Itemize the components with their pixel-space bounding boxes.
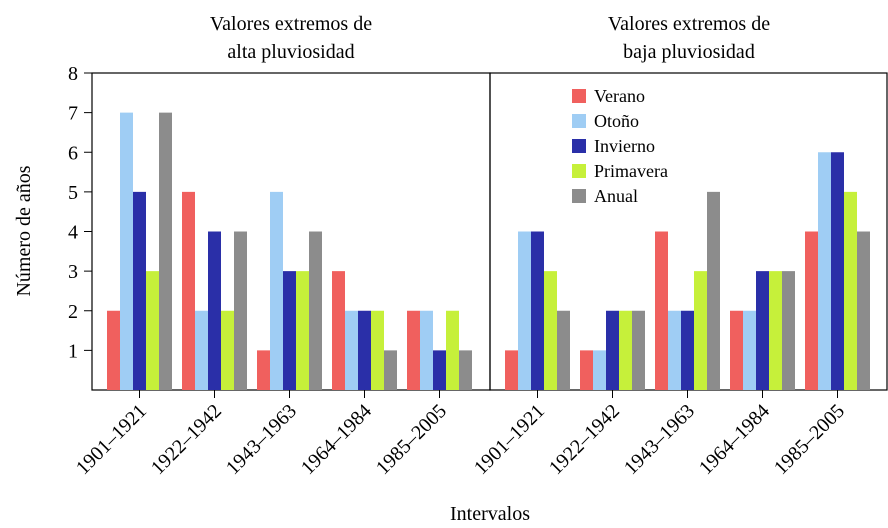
legend-label: Invierno [594,136,655,156]
x-tick-label: 1901–1921 [72,400,151,479]
bar [730,310,743,390]
legend-swatch [572,139,586,153]
bar [743,310,756,390]
bar [818,152,831,390]
bar [805,231,818,390]
bar [283,271,296,390]
legend-swatch [572,189,586,203]
bar [606,310,619,390]
bar [544,271,557,390]
bar [407,310,420,390]
bar [146,271,159,390]
y-axis-label: Número de años [13,165,35,296]
bar [557,310,570,390]
bar [234,231,247,390]
y-tick-label: 2 [68,301,78,323]
bar [619,310,632,390]
legend-label: Primavera [594,161,668,181]
y-tick-label: 3 [68,261,78,283]
bar [270,191,283,390]
bar [257,350,270,390]
bar [296,271,309,390]
bar [632,310,645,390]
bar [221,310,234,390]
legend-label: Verano [594,86,645,106]
bar [580,350,593,390]
bar [593,350,606,390]
x-tick-label: 1943–1963 [620,400,699,479]
legend-swatch [572,89,586,103]
y-tick-label: 5 [68,182,78,204]
bar [694,271,707,390]
bar [120,112,133,390]
x-tick-label: 1964–1984 [695,400,774,479]
x-tick-label: 1901–1921 [470,400,549,479]
bar [371,310,384,390]
y-tick-label: 6 [68,142,78,164]
y-tick-label: 7 [68,103,78,125]
x-tick-label: 1922–1942 [147,400,226,479]
y-tick-label: 1 [68,340,78,362]
chart-title: baja pluviosidad [623,41,755,63]
chart-title: Valores extremos de [210,13,372,35]
bar [707,191,720,390]
bar [107,310,120,390]
bar [195,310,208,390]
bar [459,350,472,390]
bar [655,231,668,390]
bar [782,271,795,390]
bar [668,310,681,390]
bar [531,231,544,390]
bar [433,350,446,390]
y-tick-label: 8 [68,63,78,85]
legend-swatch [572,114,586,128]
bar [384,350,397,390]
x-tick-label: 1943–1963 [222,400,301,479]
chart-title: Valores extremos de [608,13,770,35]
legend-label: Anual [594,186,638,206]
bar [756,271,769,390]
x-tick-label: 1964–1984 [297,400,376,479]
x-tick-label: 1922–1942 [545,400,624,479]
bar [446,310,459,390]
chart-title: alta pluviosidad [227,41,354,63]
x-axis-label: Intervalos [450,503,530,525]
bar [681,310,694,390]
x-tick-label: 1985–2005 [770,400,849,479]
x-tick-label: 1985–2005 [372,400,451,479]
bar [505,350,518,390]
bar [358,310,371,390]
bar [844,191,857,390]
bar [182,191,195,390]
bar [769,271,782,390]
bar [857,231,870,390]
bar [159,112,172,390]
y-tick-label: 4 [68,222,78,244]
bar [309,231,322,390]
bar [420,310,433,390]
bar [345,310,358,390]
bar [133,191,146,390]
bar [518,231,531,390]
bar [332,271,345,390]
legend-label: Otoño [594,111,639,131]
legend-swatch [572,164,586,178]
bar [831,152,844,390]
bar [208,231,221,390]
